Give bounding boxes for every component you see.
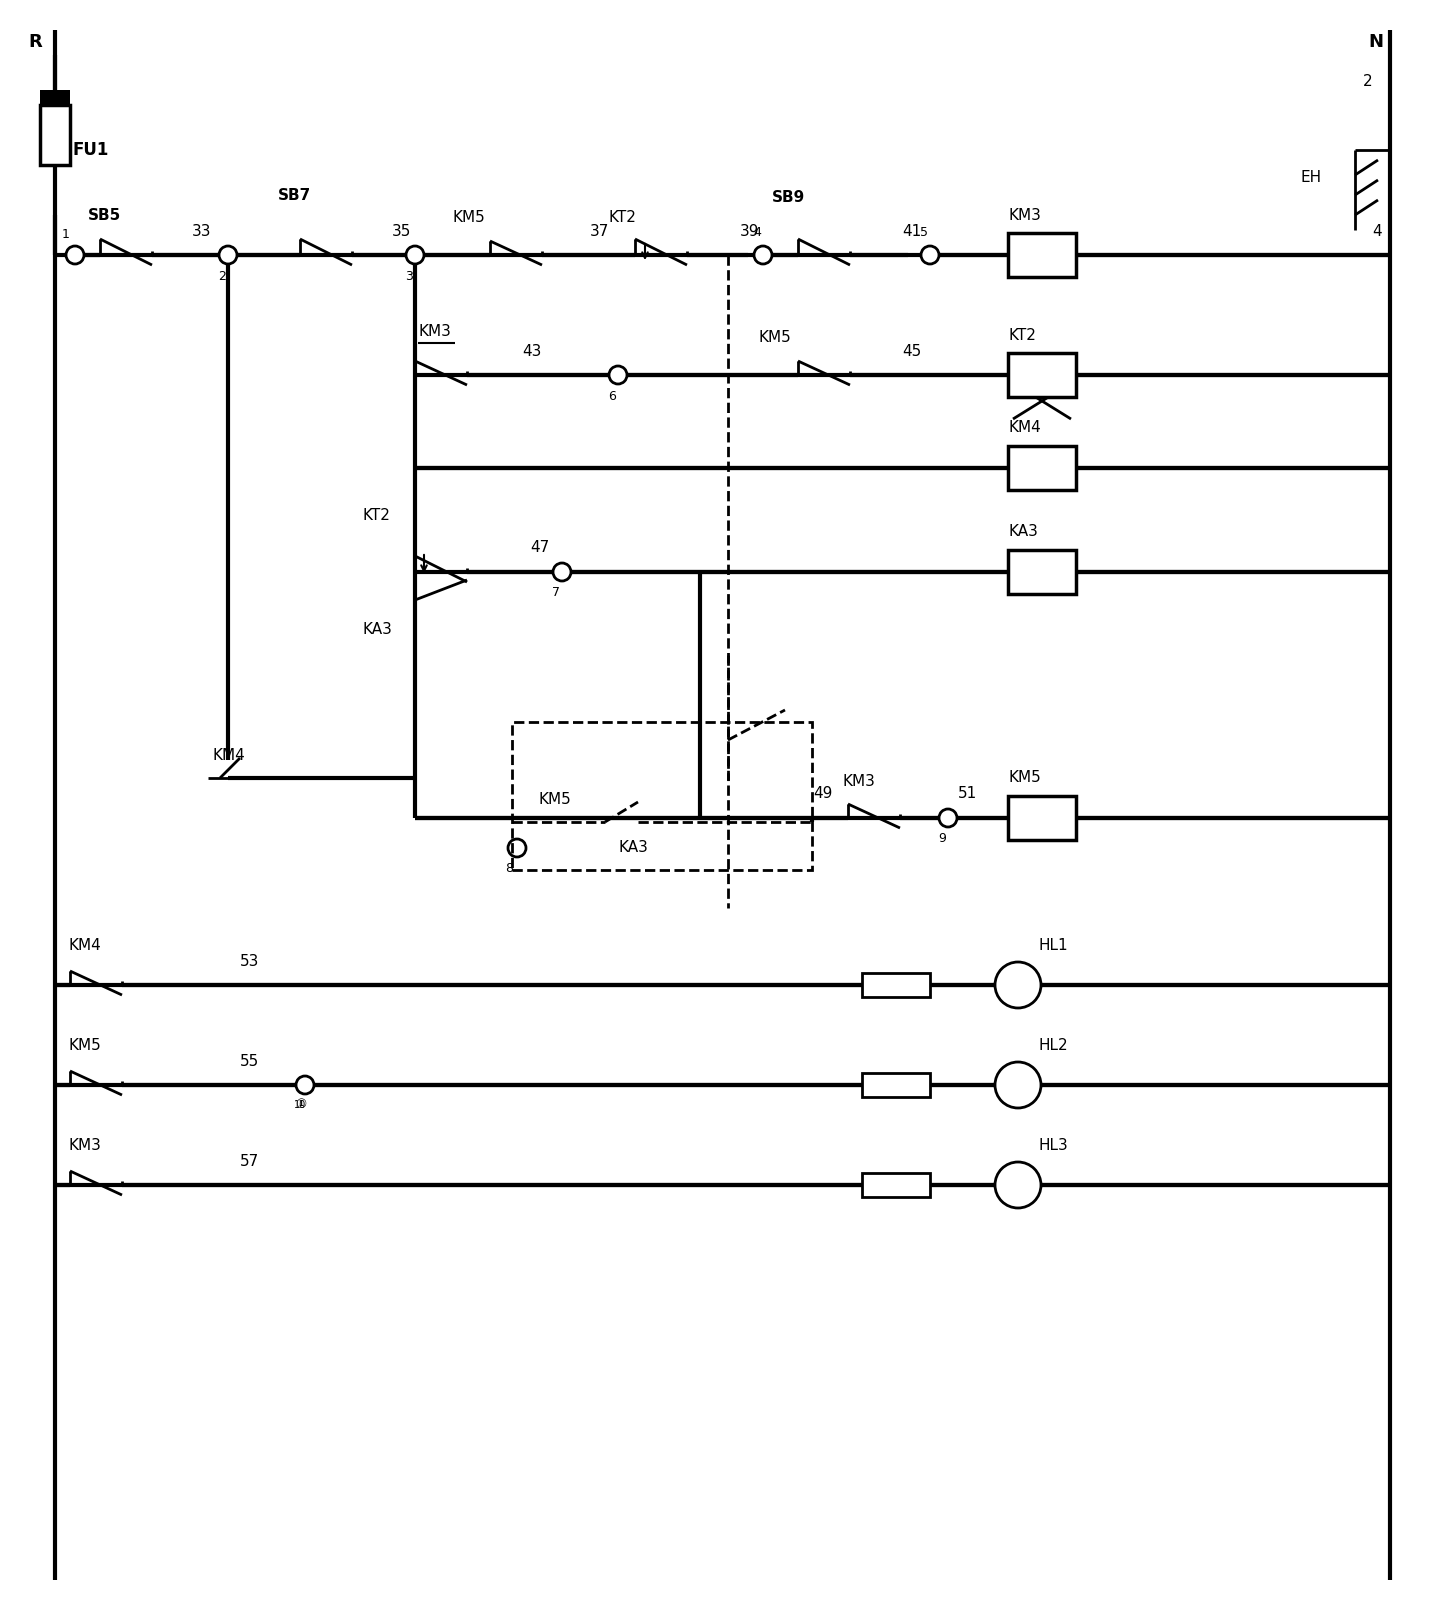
Bar bbox=[1009, 354, 1076, 397]
Text: KT2: KT2 bbox=[608, 211, 636, 226]
Bar bbox=[861, 973, 929, 997]
Text: KM3: KM3 bbox=[418, 323, 450, 339]
Circle shape bbox=[755, 246, 772, 264]
Text: KM4: KM4 bbox=[1009, 421, 1040, 435]
Text: KA3: KA3 bbox=[362, 622, 392, 637]
Text: 33: 33 bbox=[192, 224, 212, 238]
Text: 35: 35 bbox=[392, 224, 411, 238]
Text: HL2: HL2 bbox=[1038, 1037, 1068, 1053]
Text: FU1: FU1 bbox=[72, 141, 108, 158]
Text: 8: 8 bbox=[505, 861, 514, 875]
Text: 6: 6 bbox=[608, 390, 616, 403]
Circle shape bbox=[609, 366, 628, 384]
Circle shape bbox=[553, 563, 571, 581]
Text: KM3: KM3 bbox=[68, 1138, 101, 1152]
Circle shape bbox=[996, 1062, 1040, 1107]
Text: HL3: HL3 bbox=[1038, 1138, 1068, 1152]
Text: SB7: SB7 bbox=[278, 187, 312, 203]
Text: 2: 2 bbox=[218, 270, 227, 283]
Circle shape bbox=[996, 1162, 1040, 1208]
Text: 4: 4 bbox=[753, 227, 760, 240]
Text: 49: 49 bbox=[812, 787, 833, 802]
Text: 7: 7 bbox=[553, 586, 560, 598]
Text: 43: 43 bbox=[522, 344, 541, 358]
Text: 51: 51 bbox=[958, 787, 977, 802]
Text: KM5: KM5 bbox=[758, 331, 791, 346]
Text: 57: 57 bbox=[240, 1154, 260, 1168]
Circle shape bbox=[996, 962, 1040, 1008]
Bar bbox=[1009, 795, 1076, 840]
Bar bbox=[40, 106, 71, 165]
Text: ①: ① bbox=[294, 1099, 306, 1112]
Text: KM5: KM5 bbox=[68, 1037, 101, 1053]
Text: SB5: SB5 bbox=[88, 208, 121, 222]
Text: KT2: KT2 bbox=[362, 507, 390, 523]
Text: 2: 2 bbox=[1364, 75, 1372, 90]
Text: 55: 55 bbox=[240, 1053, 260, 1069]
Text: KM5: KM5 bbox=[538, 792, 571, 808]
Circle shape bbox=[508, 838, 527, 858]
Text: KA3: KA3 bbox=[618, 840, 648, 856]
Text: KM3: KM3 bbox=[843, 773, 876, 789]
Text: 1: 1 bbox=[62, 229, 69, 242]
Bar bbox=[40, 90, 71, 106]
Text: 45: 45 bbox=[902, 344, 921, 358]
Text: 10: 10 bbox=[294, 1101, 306, 1110]
Circle shape bbox=[219, 246, 237, 264]
Text: KT2: KT2 bbox=[1009, 328, 1036, 342]
Text: KA3: KA3 bbox=[1009, 525, 1038, 539]
Text: 5: 5 bbox=[921, 227, 928, 240]
Bar bbox=[1009, 446, 1076, 490]
Text: EH: EH bbox=[1300, 171, 1322, 186]
Text: KM3: KM3 bbox=[1009, 208, 1040, 222]
Text: KM5: KM5 bbox=[1009, 771, 1040, 786]
Text: HL1: HL1 bbox=[1038, 938, 1068, 952]
Text: 53: 53 bbox=[240, 954, 260, 968]
Text: KM5: KM5 bbox=[452, 211, 485, 226]
Bar bbox=[861, 1074, 929, 1098]
Text: 39: 39 bbox=[740, 224, 759, 238]
Circle shape bbox=[921, 246, 939, 264]
Circle shape bbox=[296, 1075, 315, 1094]
Text: 41: 41 bbox=[902, 224, 921, 238]
Text: KM4: KM4 bbox=[212, 747, 245, 763]
Text: 37: 37 bbox=[590, 224, 609, 238]
Text: 47: 47 bbox=[530, 541, 550, 555]
Circle shape bbox=[405, 246, 424, 264]
Bar bbox=[1009, 234, 1076, 277]
Text: R: R bbox=[27, 34, 42, 51]
Circle shape bbox=[66, 246, 84, 264]
Text: 4: 4 bbox=[1372, 224, 1381, 238]
Bar bbox=[512, 722, 812, 870]
Bar bbox=[1009, 550, 1076, 594]
Text: 9: 9 bbox=[938, 832, 945, 845]
Bar bbox=[861, 1173, 929, 1197]
Text: SB9: SB9 bbox=[772, 190, 805, 205]
Text: 3: 3 bbox=[405, 270, 413, 283]
Text: N: N bbox=[1368, 34, 1382, 51]
Text: KM4: KM4 bbox=[68, 938, 101, 952]
Circle shape bbox=[939, 810, 957, 827]
